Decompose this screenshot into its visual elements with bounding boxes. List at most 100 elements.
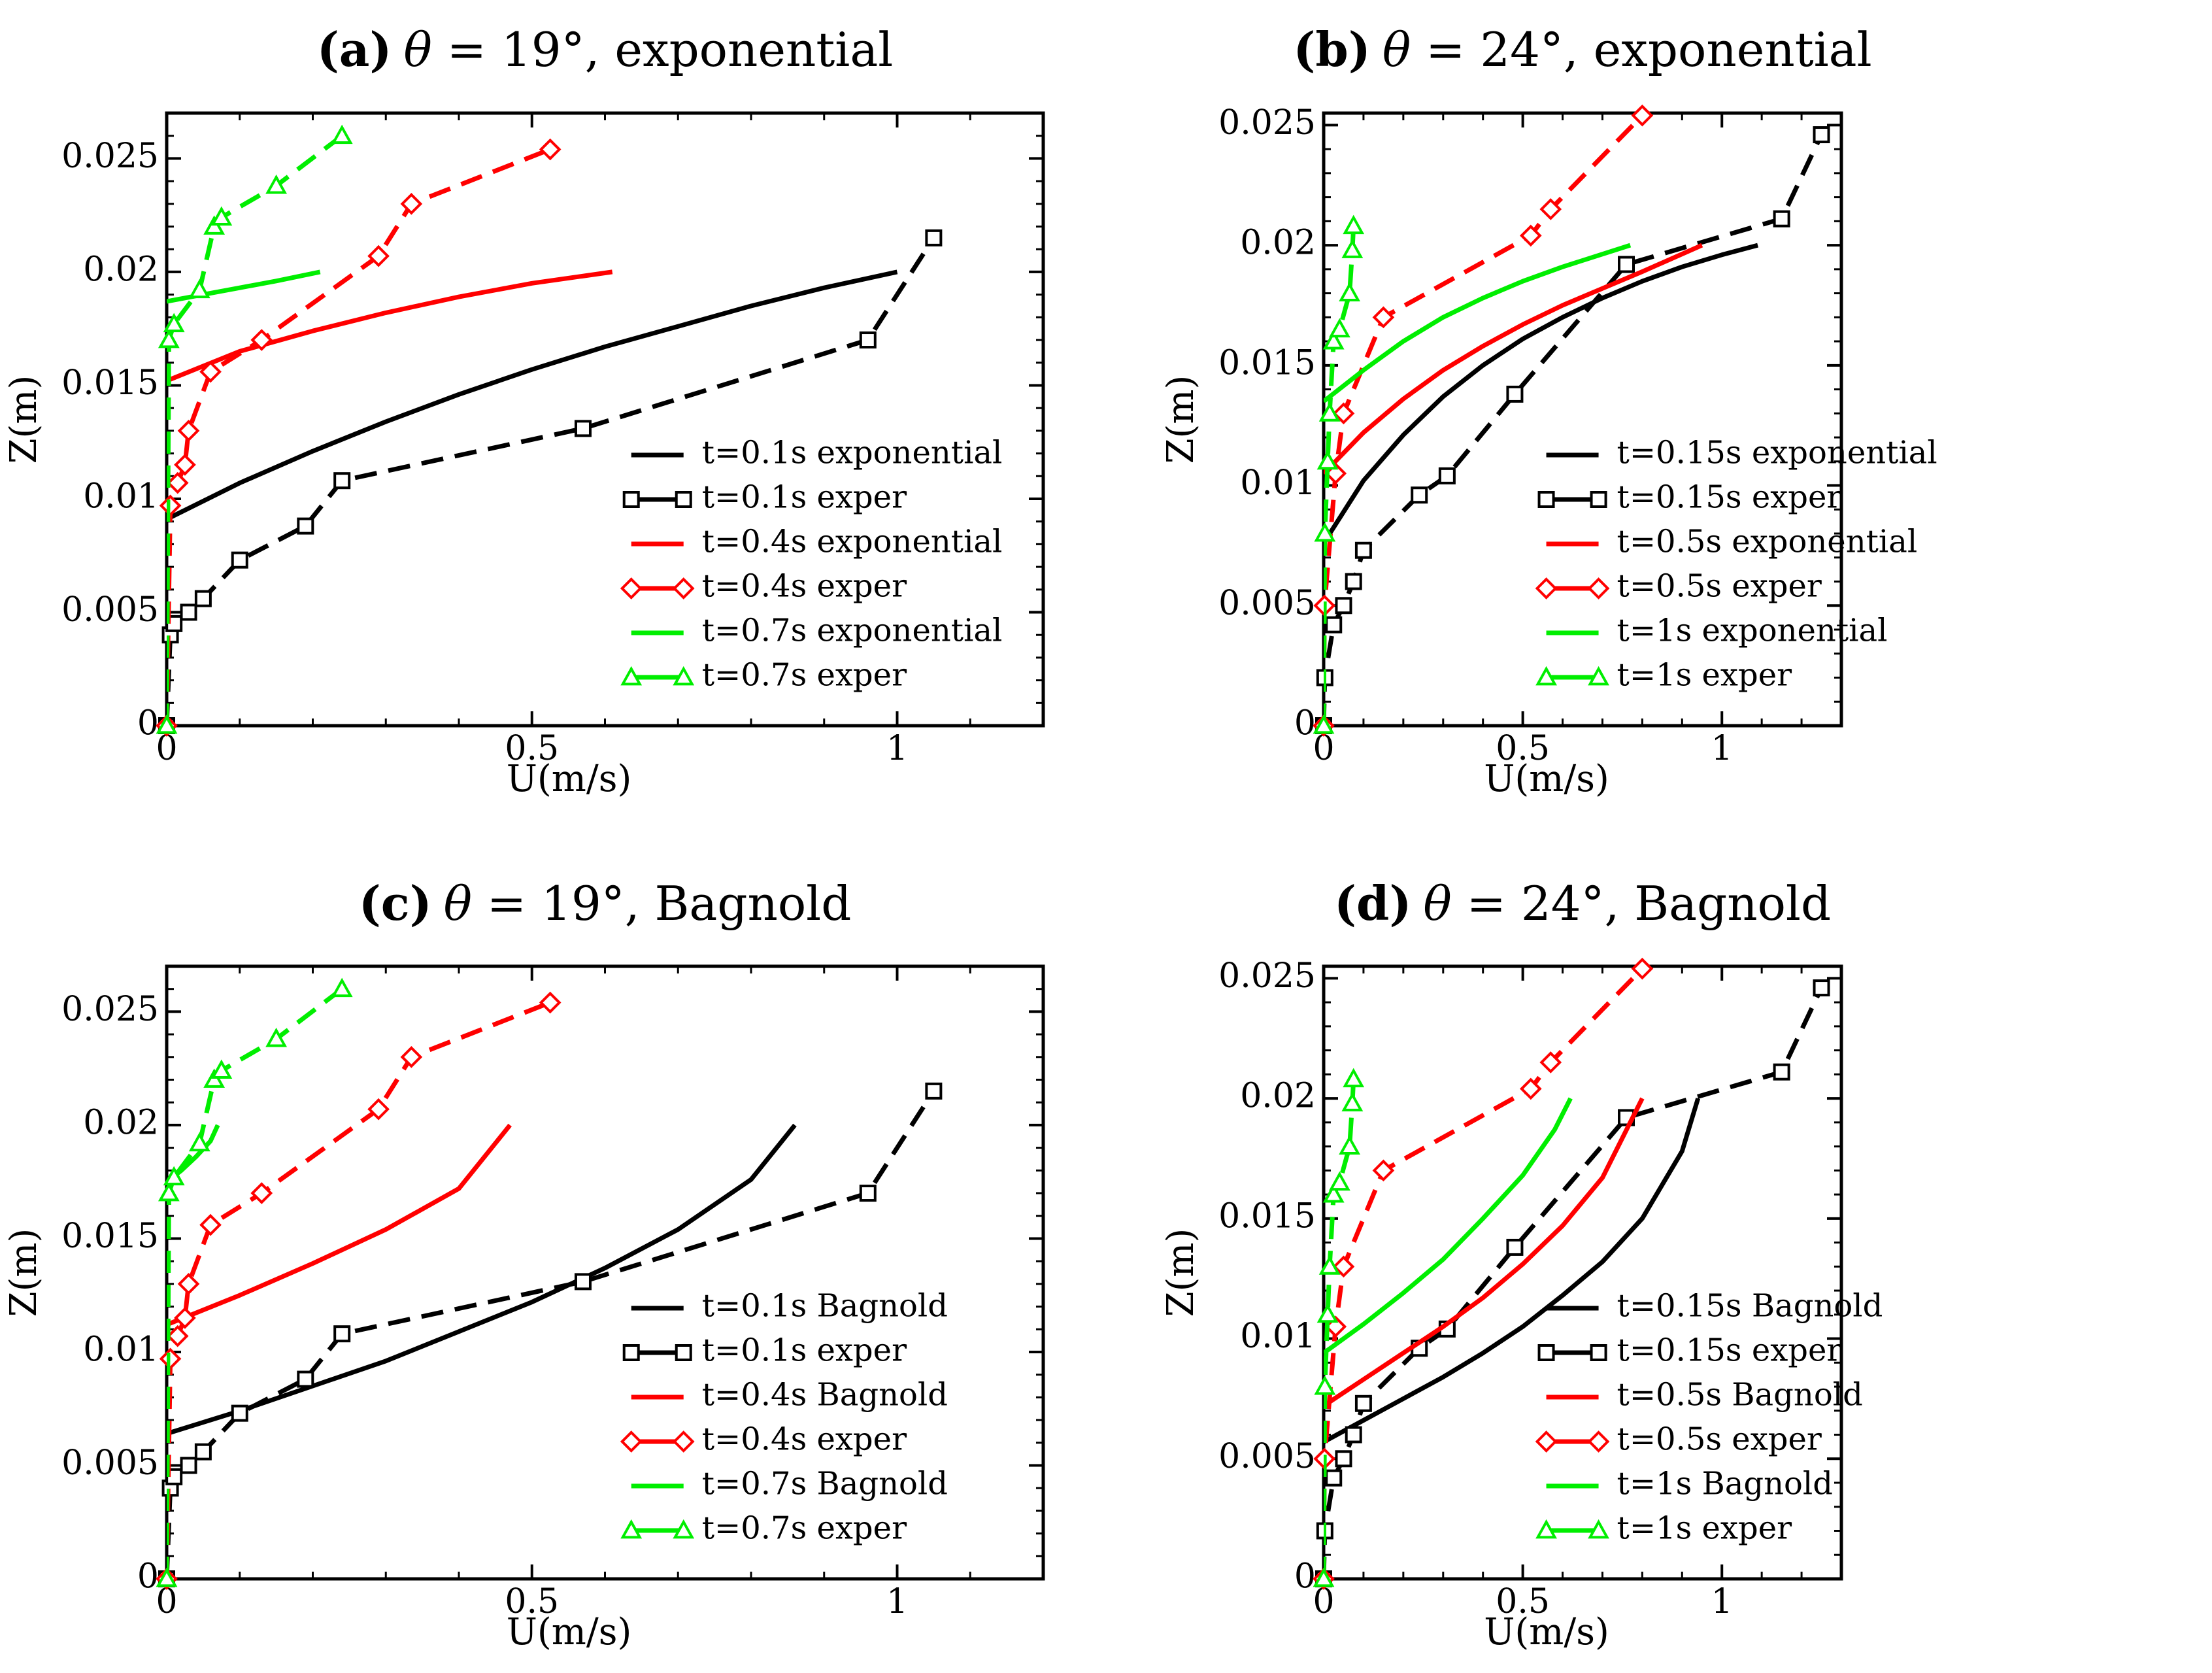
chart-title-label: (a) xyxy=(317,22,392,77)
legend-item: t=0.5s exponential xyxy=(1546,524,1917,560)
legend-marker xyxy=(673,1519,695,1539)
data-point xyxy=(333,472,351,490)
legend-label: t=0.15s exper xyxy=(1617,1332,1842,1369)
legend-label: t=1s Bagnold xyxy=(1617,1466,1833,1502)
data-point xyxy=(1354,1394,1372,1412)
y-tick-label: 0.015 xyxy=(1218,343,1316,382)
data-point xyxy=(188,1132,210,1152)
legend-marker xyxy=(1588,666,1609,686)
y-tick-label: 0 xyxy=(137,1557,159,1597)
legend-label: t=0.4s Bagnold xyxy=(702,1377,948,1413)
series-t-0-7s-exper xyxy=(156,124,353,734)
legend-item: t=0.4s exponential xyxy=(631,524,1002,560)
chart-title-text: = 19°, Bagnold xyxy=(472,876,851,931)
data-point xyxy=(297,1370,314,1388)
chart-title-text: = 19°, exponential xyxy=(432,22,893,77)
y-tick-label: 0.01 xyxy=(1240,464,1316,503)
data-point xyxy=(1506,1238,1524,1256)
legend-item: t=0.5s Bagnold xyxy=(1546,1377,1863,1413)
x-tick-label: 1 xyxy=(1711,1582,1733,1621)
data-point xyxy=(1339,1135,1360,1155)
y-axis-label: Z(m) xyxy=(3,1228,45,1317)
chart-title: (b) θ = 24°, exponential xyxy=(1293,22,1871,77)
legend-marker xyxy=(675,491,692,508)
y-tick-label: 0.01 xyxy=(83,477,159,516)
legend-label: t=0.4s exper xyxy=(702,568,907,605)
series-line xyxy=(167,1123,797,1436)
data-point xyxy=(250,329,273,351)
data-point xyxy=(1332,1255,1355,1278)
legend-label: t=0.7s exper xyxy=(702,1510,907,1547)
legend-item: t=0.15s exper xyxy=(1537,1332,1842,1369)
data-point xyxy=(1411,486,1428,504)
data-point xyxy=(1322,330,1345,350)
legend-label: t=0.7s exper xyxy=(702,657,907,694)
data-point xyxy=(180,1457,197,1474)
data-point xyxy=(210,1059,233,1079)
data-point xyxy=(331,124,353,144)
legend: t=0.1s Bagnold t=0.1s exper t=0.4s Bagnold… xyxy=(620,1288,948,1547)
data-point xyxy=(163,1166,185,1186)
legend-label: t=0.1s Bagnold xyxy=(702,1288,948,1325)
series-line xyxy=(167,147,551,726)
data-point xyxy=(400,1045,423,1068)
x-tick-label: 1 xyxy=(886,729,908,768)
series-t-0-5s-exper xyxy=(1313,957,1654,1590)
legend-marker xyxy=(620,1430,643,1453)
data-point xyxy=(1773,1063,1790,1081)
series-line xyxy=(1324,243,1703,475)
legend-item: t=0.4s exper xyxy=(620,568,907,605)
data-point xyxy=(1318,402,1341,422)
data-point xyxy=(210,206,233,226)
legend-item: t=0.7s exper xyxy=(620,1510,907,1547)
data-point xyxy=(859,1185,877,1202)
chart-title: (d) θ = 24°, Bagnold xyxy=(1334,875,1831,931)
data-point xyxy=(1618,256,1635,273)
data-point xyxy=(367,1098,390,1121)
y-tick-label: 0.01 xyxy=(1240,1317,1316,1356)
y-tick-label: 0.025 xyxy=(61,990,159,1029)
data-point xyxy=(1372,306,1395,329)
y-axis-label: Z(m) xyxy=(3,375,45,464)
data-point xyxy=(1539,198,1562,220)
legend-marker xyxy=(1537,491,1555,508)
series-t-1s-exponential xyxy=(1324,243,1632,403)
y-tick-label: 0.005 xyxy=(61,590,159,630)
data-point xyxy=(174,454,196,476)
legend-label: t=0.15s exper xyxy=(1617,479,1842,516)
series-t-0-1s-exponential xyxy=(167,269,898,522)
legend-marker xyxy=(622,491,640,508)
legend-item: t=0.5s exper xyxy=(1535,1421,1822,1458)
data-point xyxy=(231,1404,248,1422)
y-tick-label: 0.025 xyxy=(1218,956,1316,996)
legend-marker xyxy=(675,1344,692,1361)
legend-label: t=0.5s Bagnold xyxy=(1617,1377,1863,1413)
data-point xyxy=(156,1567,178,1587)
series-t-0-4s-exper xyxy=(156,138,561,737)
data-point xyxy=(177,420,200,442)
data-point xyxy=(180,603,197,621)
chart-title-label: (b) xyxy=(1293,22,1370,77)
data-point xyxy=(1316,1303,1339,1323)
chart-title-label: (c) xyxy=(359,875,432,931)
x-tick-label: 0.5 xyxy=(1496,1582,1550,1621)
legend-label: t=1s exponential xyxy=(1617,613,1888,649)
legend-label: t=0.15s exponential xyxy=(1617,435,1937,471)
data-point xyxy=(1325,1469,1343,1487)
x-tick-label: 0.5 xyxy=(505,1582,559,1621)
data-point xyxy=(539,991,561,1014)
legend-item: t=0.1s exponential xyxy=(631,435,1003,471)
data-point xyxy=(1328,318,1350,338)
chart-title-symbol: θ xyxy=(404,22,432,77)
data-point xyxy=(400,192,423,215)
legend-item: t=0.4s Bagnold xyxy=(631,1377,948,1413)
legend-item: t=1s exponential xyxy=(1546,613,1888,649)
series-t-0-4s-exponential xyxy=(167,269,613,383)
legend: t=0.15s Bagnold t=0.15s exper t=0.5s Bagno… xyxy=(1535,1288,1883,1547)
legend-label: t=0.1s exponential xyxy=(702,435,1003,471)
legend-marker xyxy=(1587,577,1610,600)
